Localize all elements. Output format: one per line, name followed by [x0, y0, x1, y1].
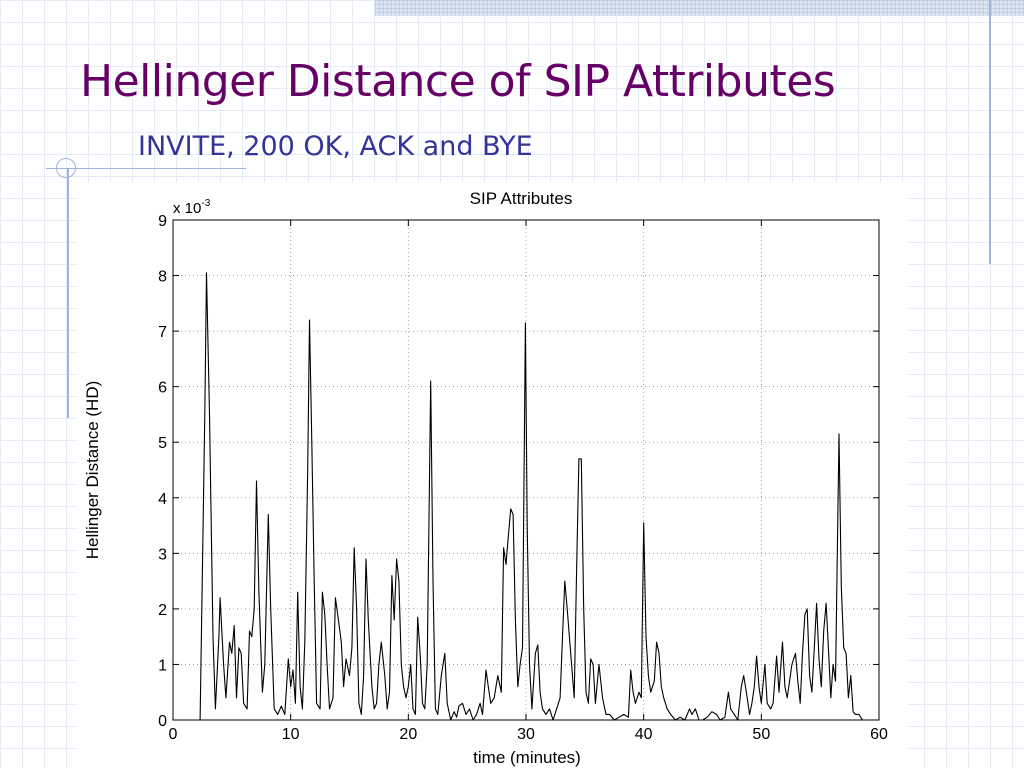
y-tick-label: 0 [158, 713, 167, 730]
y-multiplier-label: x 10-3 [173, 198, 211, 217]
y-tick-label: 6 [158, 380, 167, 397]
decorative-vertical-line-left [67, 168, 69, 418]
decorative-circle [56, 158, 76, 178]
axis-tick-labels: 0 10 20 30 40 50 60 0 1 2 3 4 5 6 7 8 9 [158, 213, 888, 743]
x-tick-label: 60 [870, 726, 888, 743]
y-multiplier-base: x 10 [173, 200, 201, 217]
top-decorative-bar [375, 0, 1024, 16]
chart-title: SIP Attributes [470, 189, 573, 208]
x-tick-label: 20 [399, 726, 417, 743]
y-tick-label: 1 [158, 657, 167, 674]
series-line [173, 272, 868, 721]
y-tick-label: 4 [158, 491, 167, 508]
x-tick-label: 40 [635, 726, 653, 743]
y-multiplier-exponent: -3 [201, 198, 210, 209]
slide-title: Hellinger Distance of SIP Attributes [80, 56, 836, 107]
y-tick-label: 9 [158, 213, 167, 230]
slide-subtitle: INVITE, 200 OK, ACK and BYE [138, 131, 533, 162]
decorative-horizontal-line [46, 168, 246, 169]
y-tick-label: 7 [158, 324, 167, 341]
y-axis-label: Hellinger Distance (HD) [83, 381, 102, 560]
grid [173, 220, 879, 720]
y-tick-label: 5 [158, 435, 167, 452]
y-tick-label: 2 [158, 602, 167, 619]
y-tick-label: 8 [158, 269, 167, 286]
x-axis-label: time (minutes) [473, 748, 581, 767]
x-tick-label: 50 [752, 726, 770, 743]
x-tick-label: 30 [517, 726, 535, 743]
chart-panel: 0 10 20 30 40 50 60 0 1 2 3 4 5 6 7 8 9 SIP Attributes t… [78, 182, 908, 768]
x-tick-label: 10 [282, 726, 300, 743]
x-tick-label: 0 [169, 726, 178, 743]
line-chart: 0 10 20 30 40 50 60 0 1 2 3 4 5 6 7 8 9 SIP Attributes t… [83, 189, 888, 767]
decorative-vertical-line-right [989, 0, 991, 264]
y-tick-label: 3 [158, 546, 167, 563]
